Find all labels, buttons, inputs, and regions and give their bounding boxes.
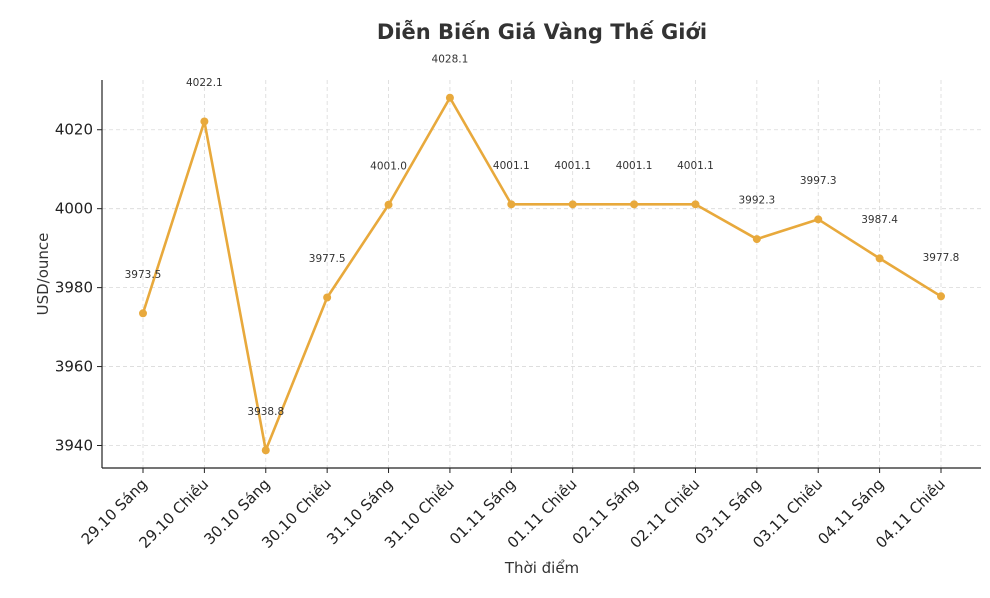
y-tick-label: 4020 [55, 121, 93, 139]
data-labels: 3973.5 4022.1 3938.8 3977.5 4001.0 4028.1 4001… [125, 53, 960, 417]
data-point [752, 235, 761, 244]
data-label: 3997.3 [800, 175, 837, 187]
y-tick-label: 3960 [55, 358, 93, 376]
data-label: 3977.5 [309, 253, 346, 265]
data-point [875, 254, 884, 263]
data-point [200, 117, 209, 126]
data-label: 4001.1 [493, 160, 530, 172]
y-axis-label: USD/ounce [34, 233, 52, 316]
data-label: 4001.1 [677, 160, 714, 172]
series-line [141, 96, 942, 452]
y-axis-ticks: 3940 3960 3980 4000 4020 [55, 121, 102, 455]
data-point [691, 200, 700, 209]
axes [101, 80, 981, 469]
data-label: 3973.5 [125, 269, 162, 281]
data-point [261, 446, 270, 455]
data-label: 3977.8 [923, 252, 960, 264]
data-label: 3938.8 [247, 406, 284, 418]
data-label: 3987.4 [861, 214, 898, 226]
data-label: 4001.1 [554, 160, 591, 172]
y-tick-label: 3980 [55, 279, 93, 297]
grid-lines [102, 80, 981, 468]
data-point [507, 200, 516, 209]
data-point [814, 215, 823, 224]
x-axis-label: Thời điểm [504, 559, 579, 577]
data-point [323, 293, 332, 302]
data-point [445, 93, 454, 102]
data-point [384, 200, 393, 209]
data-point [630, 200, 639, 209]
data-label: 4022.1 [186, 77, 223, 89]
data-label: 4001.1 [616, 160, 653, 172]
data-label: 4001.0 [370, 160, 407, 172]
data-point [937, 292, 945, 301]
data-point [139, 309, 147, 318]
data-label: 4028.1 [432, 53, 469, 65]
data-point [568, 200, 577, 209]
price-series [139, 93, 945, 455]
data-label: 3992.3 [738, 195, 775, 207]
y-tick-label: 4000 [55, 200, 93, 218]
chart-title: Diễn Biến Giá Vàng Thế Giới [377, 20, 707, 44]
y-tick-label: 3940 [55, 437, 93, 455]
